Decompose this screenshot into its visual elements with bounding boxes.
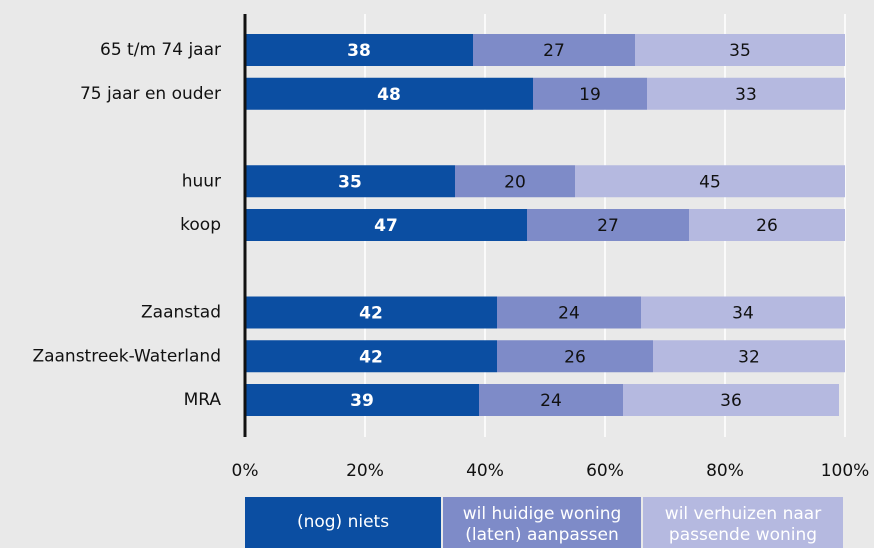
bar-segment — [641, 296, 845, 329]
x-tick-label: 0% — [232, 461, 259, 481]
bar-segment — [497, 296, 641, 329]
bar-segment — [647, 77, 845, 110]
data-label: 42 — [359, 347, 383, 367]
y-tick-label: huur — [182, 171, 221, 191]
data-label: 48 — [377, 85, 401, 105]
y-tick-label: 75 jaar en ouder — [80, 84, 221, 104]
bar-segment — [245, 296, 497, 329]
data-label: 27 — [597, 216, 619, 236]
y-tick-label: Zaanstreek-Waterland — [32, 346, 221, 366]
data-label: 27 — [543, 41, 565, 61]
data-label: 35 — [729, 41, 751, 61]
data-label: 26 — [564, 347, 586, 367]
bar-segment — [455, 165, 575, 198]
data-label: 20 — [504, 172, 526, 192]
bar-segment — [473, 34, 635, 66]
legend-item: wil huidige woning (laten) aanpassen — [443, 497, 641, 548]
data-label: 24 — [558, 304, 580, 324]
bar-segment — [623, 384, 839, 416]
bar-segment — [245, 340, 497, 373]
bar-segment — [575, 165, 845, 198]
data-label: 36 — [720, 391, 742, 411]
data-label: 32 — [738, 347, 760, 367]
data-label: 42 — [359, 304, 383, 324]
x-tick-label: 20% — [346, 461, 384, 481]
y-tick-label: koop — [180, 215, 221, 235]
x-tick-label: 60% — [586, 461, 624, 481]
data-label: 39 — [350, 391, 374, 411]
data-label: 38 — [347, 41, 371, 61]
bar-segment — [689, 209, 845, 241]
y-tick-label: Zaanstad — [141, 303, 221, 323]
data-label: 47 — [374, 216, 398, 236]
data-label: 35 — [338, 172, 362, 192]
data-label: 45 — [699, 172, 721, 192]
x-tick-label: 40% — [466, 461, 504, 481]
y-tick-label: MRA — [184, 390, 222, 410]
bar-segment — [245, 384, 479, 416]
x-tick-label: 80% — [706, 461, 744, 481]
bar-segment — [527, 209, 689, 241]
legend-item: (nog) niets — [245, 497, 441, 548]
bar-segment — [479, 384, 623, 416]
bar-segment — [635, 34, 845, 66]
x-tick-label: 100% — [821, 461, 870, 481]
bar-segment — [497, 340, 653, 373]
bar-segment — [245, 34, 473, 66]
bar-segment — [245, 77, 533, 110]
y-tick-label: 65 t/m 74 jaar — [100, 40, 221, 60]
bar-segment — [653, 340, 845, 373]
bar-segment — [533, 77, 647, 110]
legend-item: wil verhuizen naar passende woning — [643, 497, 843, 548]
data-label: 24 — [540, 391, 562, 411]
bar-segment — [245, 209, 527, 241]
data-label: 19 — [579, 85, 601, 105]
data-label: 34 — [732, 304, 754, 324]
bar-segment — [245, 165, 455, 198]
data-label: 33 — [735, 85, 757, 105]
data-label: 26 — [756, 216, 778, 236]
